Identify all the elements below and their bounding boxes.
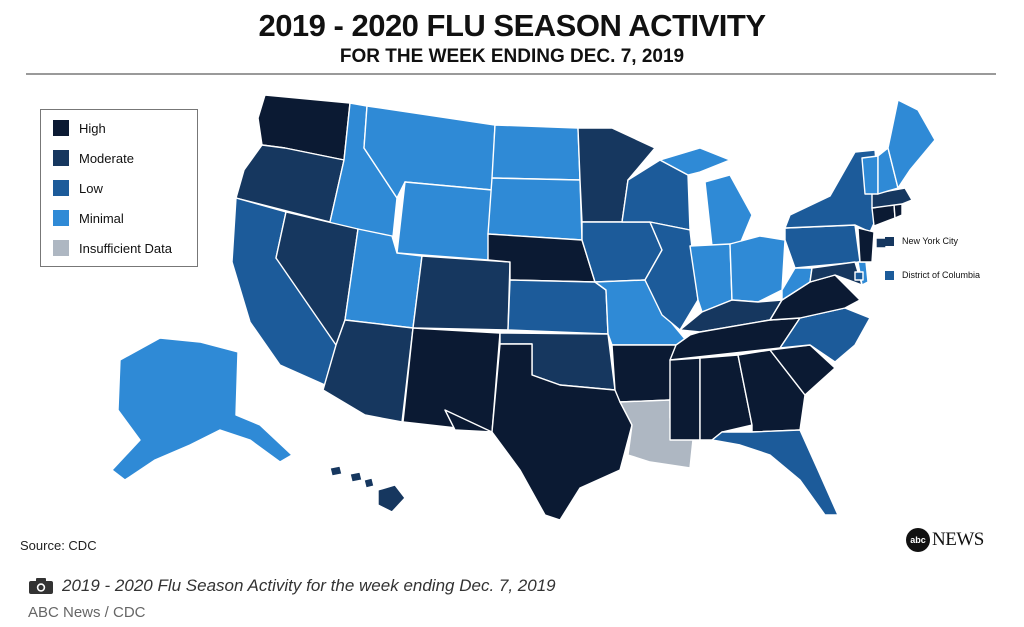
abc-badge: abc [906,528,930,552]
header-divider [26,73,996,75]
legend-label-high: High [79,120,106,136]
legend-label-moderate: Moderate [79,150,134,166]
legend-item-high: High [53,118,106,138]
legend-swatch-moderate [53,150,69,166]
state-alaska [111,337,293,481]
callout-label-dc: District of Columbia [902,270,981,280]
legend-item-moderate: Moderate [53,148,134,168]
state-arkansas [611,344,677,403]
legend-label-low: Low [79,180,103,196]
state-new-jersey [857,227,875,263]
image-caption: 2019 - 2020 Flu Season Activity for the … [28,576,556,596]
state-kansas [507,279,609,335]
state-hawaii-islands [329,465,375,489]
legend-swatch-high [53,120,69,136]
map-legend: High Moderate Low Minimal Insufficient D… [40,109,198,267]
state-maine [887,99,936,189]
legend-item-low: Low [53,178,103,198]
caption-credit: ABC News / CDC [28,604,146,621]
state-michigan [704,174,753,247]
state-hawaii [377,484,406,513]
logo-text: NEWS [932,529,984,550]
state-michigan-upper [659,147,731,176]
state-illinois [644,221,699,331]
legend-swatch-low [53,180,69,196]
callout-swatch-nyc [885,236,894,246]
state-mississippi [669,357,701,441]
legend-label-insufficient: Insufficient Data [79,240,172,256]
state-maryland [809,261,863,286]
state-florida [711,429,839,516]
callout-nyc: New York City [885,236,958,246]
map-title: 2019 - 2020 FLU SEASON ACTIVITY [258,8,766,43]
legend-item-minimal: Minimal [53,208,124,228]
state-ohio [729,235,786,303]
legend-swatch-insufficient [53,240,69,256]
state-wyoming [396,181,493,261]
callout-label-nyc: New York City [902,236,959,246]
state-rhode-island [893,203,903,219]
abc-news-logo: abc NEWS [906,528,984,552]
caption-text: 2019 - 2020 Flu Season Activity for the … [62,576,556,595]
state-vermont [861,155,879,195]
map-subtitle: FOR THE WEEK ENDING DEC. 7, 2019 [339,46,685,67]
callout-dc: District of Columbia [885,270,980,280]
callout-swatch-dc [885,270,894,280]
state-texas [444,343,633,521]
dc-marker [854,271,864,281]
legend-item-insufficient: Insufficient Data [53,238,172,258]
state-south-dakota [487,177,583,241]
state-pennsylvania [784,224,861,269]
source-note: Source: CDC [20,538,97,553]
camera-icon [29,578,53,594]
state-colorado [412,255,511,331]
state-north-dakota [491,124,581,181]
legend-swatch-minimal [53,210,69,226]
legend-label-minimal: Minimal [79,210,124,226]
